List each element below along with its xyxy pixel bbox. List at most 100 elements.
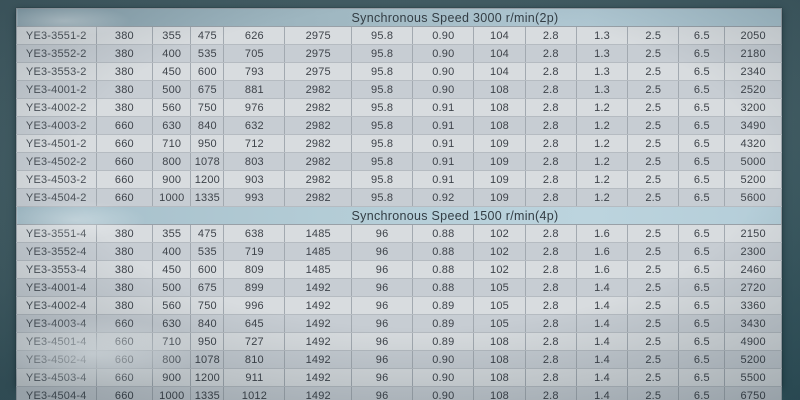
value-cell: 96	[351, 332, 414, 351]
value-cell: 95.8	[351, 44, 414, 63]
value-cell: 95.8	[351, 80, 414, 99]
value-cell: 900	[152, 170, 192, 189]
value-cell: 2.5	[627, 314, 680, 333]
value-cell: 6.5	[678, 134, 726, 153]
model-cell: YE3-3552-2	[16, 44, 97, 63]
value-cell: 6.5	[678, 116, 726, 135]
value-cell: 6.5	[678, 242, 726, 261]
value-cell: 2.8	[524, 260, 577, 279]
value-cell: 0.92	[412, 188, 475, 207]
value-cell: 1335	[190, 386, 225, 400]
value-cell: 1335	[190, 188, 225, 207]
model-cell: YE3-4504-2	[16, 188, 97, 207]
value-cell: 4900	[724, 332, 782, 351]
section-header: Synchronous Speed 3000 r/min(2p)	[16, 8, 782, 27]
value-cell: 675	[190, 278, 225, 297]
model-cell: YE3-4501-2	[16, 134, 97, 153]
value-cell: 2.8	[524, 350, 577, 369]
value-cell: 712	[223, 134, 286, 153]
value-cell: 793	[223, 62, 286, 81]
value-cell: 96	[351, 368, 414, 387]
value-cell: 6.5	[678, 386, 726, 400]
value-cell: 2982	[284, 98, 353, 117]
value-cell: 626	[223, 26, 286, 45]
value-cell: 6.5	[678, 80, 726, 99]
value-cell: 450	[152, 260, 192, 279]
value-cell: 0.88	[412, 224, 475, 243]
value-cell: 2.5	[627, 224, 680, 243]
value-cell: 1.3	[575, 80, 629, 99]
motor-spec-table: Synchronous Speed 3000 r/min(2p) YE3-3551…	[16, 8, 782, 400]
value-cell: 2982	[284, 116, 353, 135]
value-cell: 380	[95, 296, 154, 315]
value-cell: 2975	[284, 44, 353, 63]
value-cell: 6.5	[678, 62, 726, 81]
value-cell: 1492	[284, 350, 353, 369]
value-cell: 5200	[724, 350, 782, 369]
value-cell: 105	[473, 296, 526, 315]
table-row: YE3-3553-4 380 450 600 809 1485 96 0.88 102 2.8 1.…	[16, 260, 782, 279]
value-cell: 2520	[724, 80, 782, 99]
value-cell: 1.4	[575, 296, 629, 315]
value-cell: 1.2	[575, 170, 629, 189]
value-cell: 1.4	[575, 368, 629, 387]
value-cell: 560	[152, 98, 192, 117]
value-cell: 6.5	[678, 44, 726, 63]
value-cell: 0.89	[412, 332, 475, 351]
value-cell: 109	[473, 170, 526, 189]
value-cell: 0.91	[412, 134, 475, 153]
value-cell: 109	[473, 134, 526, 153]
value-cell: 2.8	[524, 296, 577, 315]
value-cell: 6.5	[678, 260, 726, 279]
value-cell: 102	[473, 242, 526, 261]
value-cell: 109	[473, 152, 526, 171]
value-cell: 2.5	[627, 386, 680, 400]
value-cell: 950	[190, 134, 225, 153]
value-cell: 1485	[284, 260, 353, 279]
value-cell: 2.8	[524, 26, 577, 45]
table-row: YE3-4001-2 380 500 675 881 2982 95.8 0.90 108 2.8…	[16, 80, 782, 99]
value-cell: 380	[95, 242, 154, 261]
value-cell: 1.4	[575, 278, 629, 297]
value-cell: 2.5	[627, 296, 680, 315]
value-cell: 3430	[724, 314, 782, 333]
value-cell: 560	[152, 296, 192, 315]
value-cell: 1000	[152, 188, 192, 207]
value-cell: 2.8	[524, 242, 577, 261]
value-cell: 2982	[284, 134, 353, 153]
value-cell: 108	[473, 332, 526, 351]
value-cell: 1.2	[575, 98, 629, 117]
value-cell: 0.88	[412, 242, 475, 261]
value-cell: 3490	[724, 116, 782, 135]
value-cell: 1485	[284, 242, 353, 261]
value-cell: 95.8	[351, 170, 414, 189]
value-cell: 6.5	[678, 278, 726, 297]
value-cell: 95.8	[351, 134, 414, 153]
value-cell: 1.3	[575, 44, 629, 63]
section-header-label: Synchronous Speed 3000 r/min(2p)	[351, 10, 559, 25]
value-cell: 0.91	[412, 116, 475, 135]
value-cell: 1.2	[575, 188, 629, 207]
value-cell: 380	[95, 80, 154, 99]
value-cell: 645	[223, 314, 286, 333]
table-row: YE3-3551-2 380 355 475 626 2975 95.8 0.90 104 2.8…	[16, 26, 782, 45]
value-cell: 102	[473, 260, 526, 279]
value-cell: 0.89	[412, 296, 475, 315]
value-cell: 0.91	[412, 170, 475, 189]
value-cell: 0.90	[412, 26, 475, 45]
value-cell: 632	[223, 116, 286, 135]
value-cell: 976	[223, 98, 286, 117]
value-cell: 380	[95, 260, 154, 279]
value-cell: 535	[190, 242, 225, 261]
value-cell: 0.88	[412, 260, 475, 279]
value-cell: 108	[473, 98, 526, 117]
value-cell: 108	[473, 368, 526, 387]
section-header-label: Synchronous Speed 1500 r/min(4p)	[351, 208, 559, 223]
value-cell: 0.90	[412, 44, 475, 63]
value-cell: 6.5	[678, 98, 726, 117]
model-cell: YE3-3553-4	[16, 260, 97, 279]
table-row: YE3-3551-4 380 355 475 638 1485 96 0.88 102 2.8 1.…	[16, 224, 782, 243]
value-cell: 1078	[190, 350, 225, 369]
value-cell: 1.6	[575, 224, 629, 243]
value-cell: 0.90	[412, 350, 475, 369]
